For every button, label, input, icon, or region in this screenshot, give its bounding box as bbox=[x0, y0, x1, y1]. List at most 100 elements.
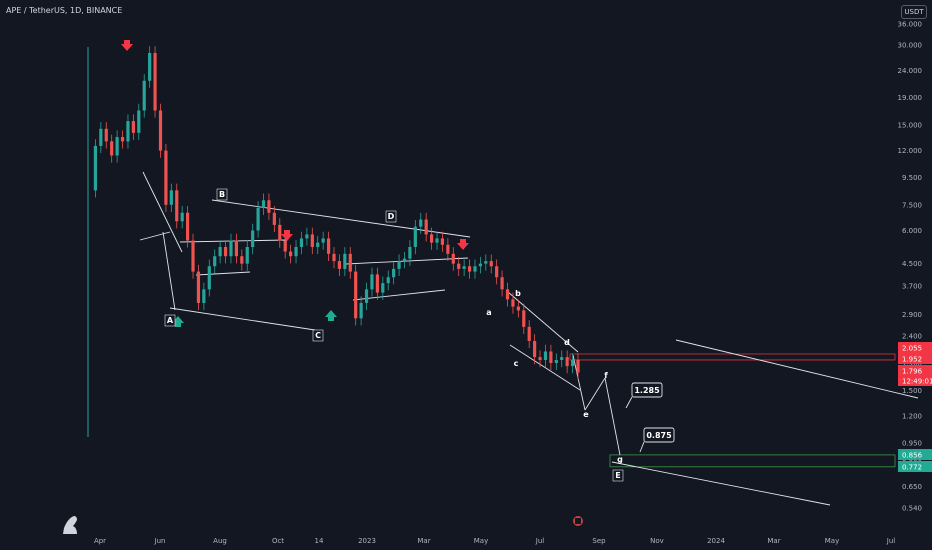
candle-body bbox=[337, 261, 342, 269]
wave-label: d bbox=[564, 338, 570, 347]
y-tick-label: 0.950 bbox=[902, 439, 922, 447]
candle-body bbox=[527, 326, 531, 341]
candle-body bbox=[451, 253, 455, 264]
pattern-line bbox=[142, 171, 183, 253]
candle-body bbox=[256, 207, 260, 231]
wave-label: c bbox=[514, 359, 519, 368]
x-tick-label: May bbox=[474, 537, 488, 545]
target-callout-label: 0.875 bbox=[646, 431, 672, 440]
candle-body bbox=[419, 219, 423, 227]
x-tick-label: Nov bbox=[650, 537, 664, 545]
candles-layer bbox=[87, 46, 580, 437]
y-tick-label: 15.000 bbox=[898, 121, 923, 129]
candle-body bbox=[478, 263, 482, 267]
candle-body bbox=[560, 357, 564, 361]
candle-body bbox=[110, 141, 114, 156]
x-tick-label: Jul bbox=[886, 537, 896, 545]
buy-arrow-icon bbox=[325, 310, 337, 321]
candle-body bbox=[316, 242, 320, 247]
sell-arrow-icon bbox=[457, 239, 469, 250]
candle-body bbox=[430, 234, 434, 243]
candle-body bbox=[267, 200, 271, 213]
wave-label-box bbox=[216, 188, 228, 201]
candle-body bbox=[435, 238, 439, 243]
event-icon[interactable] bbox=[573, 516, 583, 526]
currency-button[interactable]: USDT bbox=[901, 5, 927, 19]
candle-body bbox=[169, 190, 173, 205]
zones-layer bbox=[569, 353, 896, 468]
wave-label: b bbox=[515, 289, 521, 298]
candle-body bbox=[543, 351, 548, 361]
x-axis: Apr Jun Aug Oct 14 2023 Mar May Jul Sep Nov 2024 Mar… bbox=[94, 537, 895, 545]
candle-body bbox=[381, 283, 385, 293]
pattern-line bbox=[572, 354, 586, 411]
candle-body bbox=[180, 212, 184, 222]
sell-arrow-icon bbox=[121, 40, 133, 51]
price-tag-box bbox=[898, 353, 932, 364]
candle-body bbox=[299, 238, 304, 247]
candle-body bbox=[489, 261, 493, 267]
pattern-line bbox=[169, 307, 316, 331]
pattern-line bbox=[507, 291, 579, 353]
y-axis: 36.000 30.000 24.000 19.000 15.000 12.000 9.50… bbox=[898, 21, 923, 513]
wave-label-box bbox=[164, 314, 176, 327]
candle-body bbox=[218, 246, 222, 257]
pattern-line bbox=[509, 344, 581, 391]
candle-body bbox=[386, 277, 390, 284]
price-tag-label: 12:49:01 bbox=[902, 378, 932, 386]
candle-body bbox=[359, 302, 363, 319]
candle-body bbox=[191, 240, 195, 272]
candle-body bbox=[570, 360, 575, 367]
target-callout-box bbox=[643, 427, 675, 443]
wave-label-box bbox=[612, 469, 624, 482]
x-tick-label: May bbox=[825, 537, 839, 545]
candle-body bbox=[261, 200, 266, 208]
pattern-line bbox=[162, 231, 176, 311]
candle-body bbox=[462, 266, 466, 269]
candle-body bbox=[397, 261, 401, 269]
candle-body bbox=[229, 240, 233, 257]
y-tick-label: 1.500 bbox=[902, 387, 922, 395]
price-tag-label: 0.856 bbox=[902, 452, 923, 460]
y-tick-label: 9.500 bbox=[902, 174, 922, 182]
candle-body bbox=[289, 251, 293, 257]
candle-body bbox=[370, 274, 374, 290]
y-tick-label: 4.500 bbox=[902, 260, 922, 268]
wave-label-box bbox=[312, 329, 324, 342]
y-tick-label: 3.700 bbox=[902, 283, 922, 291]
wave-label: a bbox=[486, 308, 491, 317]
x-tick-label: Sep bbox=[592, 537, 606, 545]
candle-body bbox=[446, 244, 450, 254]
wave-label: f bbox=[604, 371, 608, 380]
price-tag-box bbox=[898, 461, 932, 472]
price-tags-layer: 2.055 1.952 1.796 12:49:01 0.856 0.772 bbox=[898, 342, 932, 472]
candle-body bbox=[457, 263, 461, 269]
candle-body bbox=[283, 240, 287, 252]
candle-body bbox=[505, 289, 510, 300]
candle-body bbox=[310, 234, 314, 247]
candle-body bbox=[326, 238, 331, 254]
price-tag-box bbox=[898, 375, 932, 386]
y-tick-label: 12.000 bbox=[898, 147, 923, 155]
candle-body bbox=[164, 150, 168, 205]
y-tick-label: 2.400 bbox=[902, 333, 922, 341]
candle-body bbox=[99, 128, 103, 146]
price-tag-box bbox=[898, 449, 932, 460]
resistance-zone bbox=[569, 353, 896, 361]
candle-body bbox=[126, 121, 130, 142]
x-tick-label: Oct bbox=[272, 537, 284, 545]
wave-label: e bbox=[583, 410, 589, 419]
candle-body bbox=[207, 266, 211, 290]
candle-body bbox=[495, 266, 499, 278]
candle-body bbox=[467, 266, 472, 272]
candle-body bbox=[354, 271, 358, 319]
candle-body bbox=[142, 80, 146, 111]
x-tick-label: 2023 bbox=[358, 537, 376, 545]
candle-body bbox=[137, 110, 141, 133]
candle-body bbox=[120, 137, 125, 142]
y-tick-label: 1.200 bbox=[902, 412, 922, 420]
wave-label: B bbox=[219, 190, 225, 199]
price-tag-label: 2.055 bbox=[902, 345, 922, 353]
candle-body bbox=[500, 277, 504, 290]
